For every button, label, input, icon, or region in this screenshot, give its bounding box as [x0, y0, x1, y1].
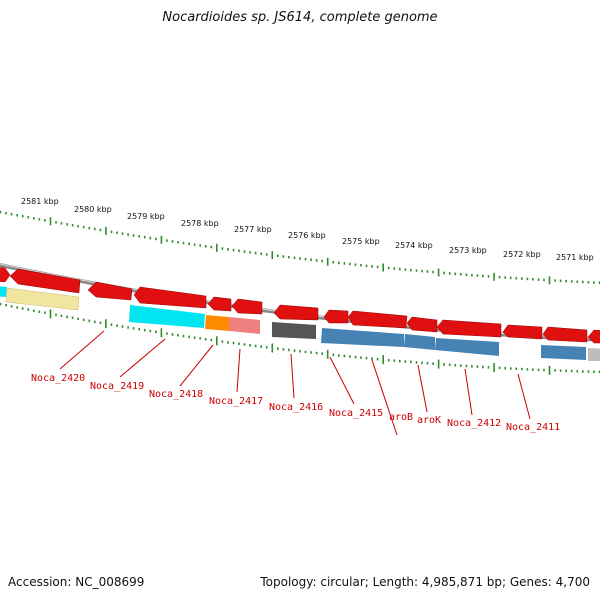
gene-label: Noca_2412: [447, 418, 501, 429]
map-title: Nocardioides sp. JS614, complete genome: [162, 10, 438, 25]
kbp-label: 2571 kbp: [556, 253, 594, 262]
gene-arrow: [542, 326, 588, 343]
gene-arrow: [273, 304, 319, 321]
gene-arrow: [87, 281, 133, 301]
leader-line: [59, 330, 105, 370]
label-leader-lines: [59, 330, 531, 436]
leader-line: [236, 348, 241, 393]
leader-line: [517, 373, 531, 420]
feature-block-steelblue: [404, 334, 435, 350]
gene-label: Noca_2419: [90, 381, 144, 392]
feature-block-lightgray: [588, 348, 600, 361]
gene-arrow: [133, 286, 207, 309]
feature-block-steelblue: [321, 328, 404, 347]
leader-line: [371, 359, 398, 436]
gene-arrow: [436, 319, 502, 338]
feature-block-cyan: [129, 305, 205, 328]
feature-block-steelblue: [541, 345, 586, 360]
kbp-labels: 2581 kbp 2580 kbp 2579 kbp 2578 kbp 2577…: [21, 197, 594, 262]
kbp-label: 2575 kbp: [342, 237, 380, 246]
gene-labels: Noca_2420 Noca_2419 Noca_2418 Noca_2417 …: [31, 373, 560, 433]
topology-summary-text: Topology: circular; Length: 4,985,871 bp…: [260, 575, 590, 589]
gene-arrow: [587, 329, 600, 344]
gene-arrow: [323, 309, 349, 324]
forward-strand-genes: [0, 267, 600, 344]
kbp-label: 2574 kbp: [395, 241, 433, 250]
kbp-label: 2579 kbp: [127, 212, 165, 221]
inner-scale-ticks: [0, 302, 600, 375]
gene-label: aroK: [417, 415, 441, 426]
gene-label: Noca_2420: [31, 373, 85, 384]
kbp-label: 2576 kbp: [288, 231, 326, 240]
gene-label: Noca_2411: [506, 422, 560, 433]
gene-label: aroB: [389, 412, 413, 423]
gene-arrow: [207, 296, 232, 312]
leader-line: [417, 364, 428, 413]
feature-block-cyan: [0, 286, 7, 297]
feature-block-khaki: [5, 287, 80, 311]
kbp-label: 2581 kbp: [21, 197, 59, 206]
accession-text: Accession: NC_008699: [8, 575, 145, 589]
kbp-label: 2580 kbp: [74, 205, 112, 214]
leader-line: [179, 344, 214, 387]
gene-label: Noca_2417: [209, 396, 263, 407]
gene-arrow: [0, 267, 11, 283]
reverse-strand-features: [0, 286, 600, 361]
leader-line: [464, 368, 473, 416]
leader-line: [290, 353, 295, 399]
gene-label: Noca_2418: [149, 389, 203, 400]
kbp-label: 2572 kbp: [503, 250, 541, 259]
feature-block-darkgray: [272, 322, 316, 339]
kbp-label: 2573 kbp: [449, 246, 487, 255]
leader-line: [119, 338, 166, 378]
outer-scale-ticks: [0, 210, 600, 285]
gene-arrow: [347, 310, 408, 329]
gene-arrow: [9, 268, 81, 294]
gene-arrow: [502, 324, 543, 340]
gene-arrow: [406, 316, 438, 333]
feature-block-pink: [229, 317, 260, 334]
gene-label: Noca_2416: [269, 402, 323, 413]
leader-line: [329, 356, 355, 405]
feature-block-orange: [205, 315, 229, 331]
gene-arrow: [231, 298, 263, 315]
kbp-label: 2577 kbp: [234, 225, 272, 234]
gene-label: Noca_2415: [329, 408, 383, 419]
kbp-label: 2578 kbp: [181, 219, 219, 228]
feature-block-steelblue: [435, 338, 499, 356]
